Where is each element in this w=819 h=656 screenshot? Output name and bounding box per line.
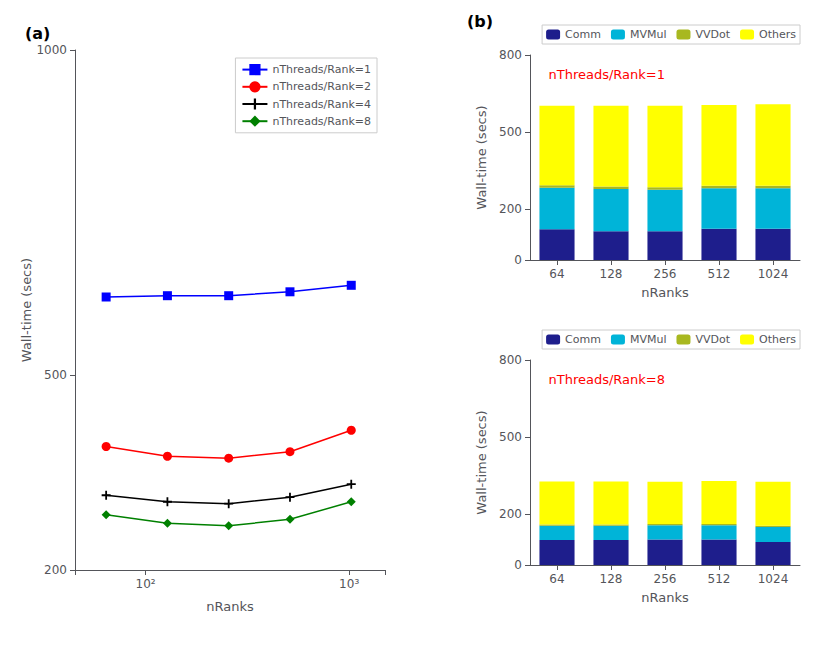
svg-text:0: 0 [514, 558, 522, 572]
svg-text:1024: 1024 [758, 572, 789, 586]
svg-text:Wall-time (secs): Wall-time (secs) [474, 105, 489, 209]
svg-text:0: 0 [514, 253, 522, 267]
svg-text:nThreads/Rank=8: nThreads/Rank=8 [272, 115, 371, 128]
svg-text:VVDot: VVDot [695, 28, 730, 41]
svg-text:200: 200 [499, 202, 522, 216]
svg-text:Comm: Comm [565, 28, 601, 41]
svg-text:256: 256 [654, 572, 677, 586]
svg-text:128: 128 [600, 267, 623, 281]
svg-text:MVMul: MVMul [630, 28, 667, 41]
svg-text:(a): (a) [25, 24, 50, 43]
svg-text:64: 64 [549, 267, 564, 281]
svg-text:nThreads/Rank=1: nThreads/Rank=1 [272, 63, 371, 76]
svg-text:nThreads/Rank=1: nThreads/Rank=1 [549, 67, 666, 82]
svg-text:200: 200 [44, 563, 67, 577]
svg-text:512: 512 [708, 572, 731, 586]
svg-text:Wall-time (secs): Wall-time (secs) [474, 410, 489, 514]
svg-text:128: 128 [600, 572, 623, 586]
svg-text:1000: 1000 [36, 43, 67, 57]
svg-text:VVDot: VVDot [695, 333, 730, 346]
svg-text:nRanks: nRanks [206, 599, 254, 614]
svg-text:Others: Others [759, 333, 796, 346]
svg-text:800: 800 [499, 48, 522, 62]
svg-text:MVMul: MVMul [630, 333, 667, 346]
svg-text:nThreads/Rank=8: nThreads/Rank=8 [549, 372, 666, 387]
svg-text:500: 500 [499, 430, 522, 444]
svg-text:nThreads/Rank=4: nThreads/Rank=4 [272, 98, 371, 111]
svg-text:200: 200 [499, 507, 522, 521]
svg-text:512: 512 [708, 267, 731, 281]
svg-text:256: 256 [654, 267, 677, 281]
svg-text:500: 500 [499, 125, 522, 139]
svg-text:10³: 10³ [339, 577, 359, 591]
svg-text:500: 500 [44, 368, 67, 382]
svg-text:Others: Others [759, 28, 796, 41]
svg-text:1024: 1024 [758, 267, 789, 281]
svg-text:nThreads/Rank=2: nThreads/Rank=2 [272, 80, 371, 93]
svg-text:800: 800 [499, 353, 522, 367]
svg-text:(b): (b) [467, 12, 493, 31]
svg-text:Comm: Comm [565, 333, 601, 346]
svg-text:Wall-time (secs): Wall-time (secs) [19, 258, 34, 362]
svg-text:nRanks: nRanks [641, 590, 689, 605]
svg-text:64: 64 [549, 572, 564, 586]
svg-text:nRanks: nRanks [641, 285, 689, 300]
svg-text:10²: 10² [136, 577, 156, 591]
